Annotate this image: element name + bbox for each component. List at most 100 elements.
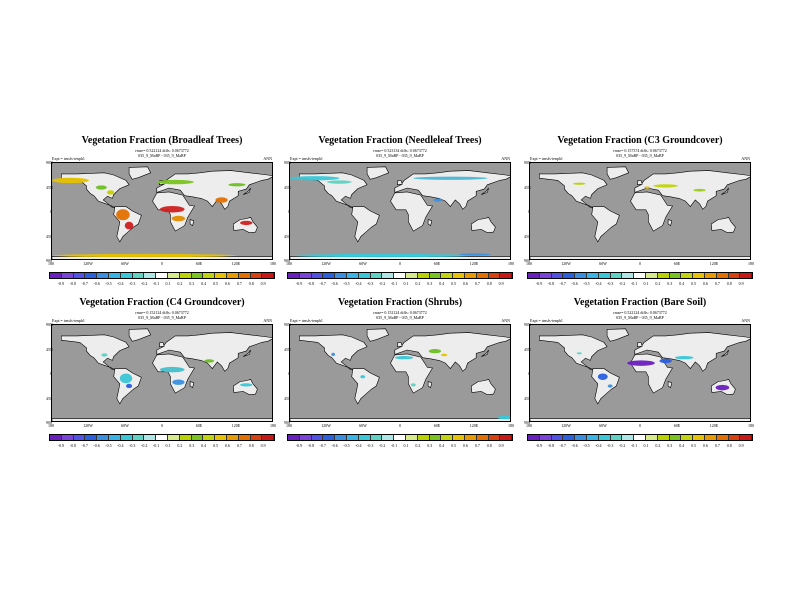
continent-shape xyxy=(189,381,195,389)
lat-tick-label: 0 xyxy=(50,371,52,376)
panel-broadleaf-trees: Vegetation Fraction (Broadleaf Trees) rms… xyxy=(46,135,278,315)
colorbar-tick-label: 0.9 xyxy=(498,281,504,286)
colorbar-swatch xyxy=(453,273,465,278)
colorbar-tick-label: 0.6 xyxy=(462,281,468,286)
lat-tick-label: 90N xyxy=(524,160,531,165)
colorbar-tick-label: -0.5 xyxy=(343,443,350,448)
world-map xyxy=(290,163,510,259)
colorbar-tick-label: 0.2 xyxy=(177,281,183,286)
colorbar-tick-label: -0.1 xyxy=(152,281,160,286)
colorbar-swatch xyxy=(645,273,658,278)
colorbar-swatch xyxy=(167,435,180,440)
colorbar-swatch xyxy=(132,273,145,278)
colorbar-tick-label: 0.4 xyxy=(439,281,445,286)
colorbar-tick-label: -0.3 xyxy=(367,443,374,448)
colorbar-swatch xyxy=(728,273,741,278)
colorbar xyxy=(49,434,275,441)
runs-text: 035_9_MaBP - 035_9_MaBP xyxy=(138,315,186,320)
colorbar-swatch xyxy=(288,435,300,440)
data-patch xyxy=(119,373,133,384)
world-map xyxy=(52,325,272,421)
colorbar-tick-label: -0.8 xyxy=(69,281,76,286)
runs-text: 035_9_MaBP - 035_9_MaBP xyxy=(376,153,424,158)
colorbar-swatch xyxy=(97,435,109,440)
colorbar-swatch xyxy=(645,435,658,440)
colorbar-tick-label: -0.6 xyxy=(571,443,578,448)
panel-shrubs: Vegetation Fraction (Shrubs) rmse= 0.1521… xyxy=(284,297,516,477)
colorbar-swatch xyxy=(598,273,611,278)
lon-tick-label: 0 xyxy=(399,261,401,266)
colorbar-swatch xyxy=(610,435,623,440)
colorbar-tick-label: 0.4 xyxy=(439,443,445,448)
colorbar-tick-label: 0.8 xyxy=(726,281,732,286)
colorbar-swatch xyxy=(132,435,145,440)
stats-text: rmse= 0.523134 diffs: 0.0673772 xyxy=(373,148,427,153)
panel-title: Vegetation Fraction (Needleleaf Trees) xyxy=(318,135,482,146)
lon-tick-label: 180 xyxy=(508,423,514,428)
colorbar-tick-label: -0.2 xyxy=(140,443,148,448)
continent-shape xyxy=(390,191,433,232)
colorbar-swatch xyxy=(634,273,646,278)
lat-tick-label: 90S xyxy=(524,258,531,263)
colorbar-swatch xyxy=(191,273,204,278)
data-patch xyxy=(410,383,416,387)
colorbar-swatch xyxy=(335,435,347,440)
colorbar-swatch xyxy=(73,435,86,440)
colorbar-tick-label: 0.4 xyxy=(679,443,685,448)
colorbar-tick-label: 0.8 xyxy=(486,443,492,448)
stats-text: rmse= 0.157374 diffs: 0.0673772 xyxy=(613,148,667,153)
colorbar-swatch xyxy=(704,435,717,440)
colorbar-swatch xyxy=(405,273,418,278)
colorbar-tick-label: 0.2 xyxy=(655,443,661,448)
colorbar-tick-label: 0.9 xyxy=(738,281,744,286)
panel-period: ANN xyxy=(741,156,750,161)
data-patch xyxy=(496,415,510,420)
lat-tick-label: 90S xyxy=(46,258,53,263)
colorbar-swatch xyxy=(622,273,635,278)
colorbar-tick-label: 0.3 xyxy=(667,443,673,448)
continent-shape xyxy=(721,349,729,357)
colorbar-swatch xyxy=(238,435,251,440)
colorbar-swatch xyxy=(250,435,263,440)
colorbar-tick-label: 0.5 xyxy=(691,443,697,448)
colorbar-tick-label: 0.9 xyxy=(498,443,504,448)
map-frame xyxy=(529,324,751,422)
continent-shape xyxy=(427,219,433,227)
continent-shape xyxy=(667,219,673,227)
colorbar-tick-label: -0.2 xyxy=(618,281,626,286)
continent-shape xyxy=(351,206,380,243)
continent-shape xyxy=(52,418,272,421)
data-patch xyxy=(124,221,134,230)
colorbar-tick-label: 0.2 xyxy=(415,281,421,286)
colorbar-tick-label: 0.6 xyxy=(702,281,708,286)
continent-shape xyxy=(481,349,489,357)
colorbar-swatch xyxy=(144,273,157,278)
continent-shape xyxy=(539,172,608,208)
colorbar-tick-label: -0.9 xyxy=(295,443,303,448)
colorbar-swatch xyxy=(167,273,180,278)
colorbar-swatch xyxy=(215,273,227,278)
panel-title: Vegetation Fraction (Shrubs) xyxy=(337,297,463,308)
data-patch xyxy=(607,384,613,388)
colorbar-swatch xyxy=(441,435,454,440)
colorbar-swatch xyxy=(120,273,133,278)
colorbar-swatch xyxy=(598,435,611,440)
colorbar-tick-label: 0.8 xyxy=(248,281,254,286)
data-patch xyxy=(228,183,246,187)
data-patch xyxy=(674,356,694,360)
colorbar-tick-label: -0.5 xyxy=(105,443,112,448)
continent-shape xyxy=(128,166,152,180)
colorbar-tick-label: 0.9 xyxy=(260,443,266,448)
colorbar-tick-label: -0.5 xyxy=(583,281,590,286)
data-patch xyxy=(106,190,115,195)
colorbar-swatch xyxy=(528,435,540,440)
panel-period: ANN xyxy=(501,318,510,323)
colorbar-tick-label: 0.7 xyxy=(714,281,720,286)
colorbar-swatch xyxy=(288,273,300,278)
continent-shape xyxy=(366,166,390,180)
lon-tick-label: 180 xyxy=(748,261,754,266)
lon-tick-label: 120W xyxy=(561,261,571,266)
colorbar-swatch xyxy=(156,273,168,278)
panel-expt: Expt = trnsfs-tenph1 xyxy=(290,318,323,323)
lat-tick-label: 45S xyxy=(524,233,531,239)
